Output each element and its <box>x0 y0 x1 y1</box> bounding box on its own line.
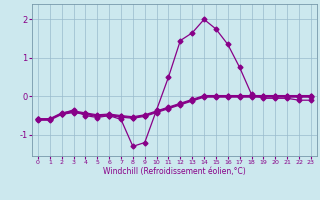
X-axis label: Windchill (Refroidissement éolien,°C): Windchill (Refroidissement éolien,°C) <box>103 167 246 176</box>
